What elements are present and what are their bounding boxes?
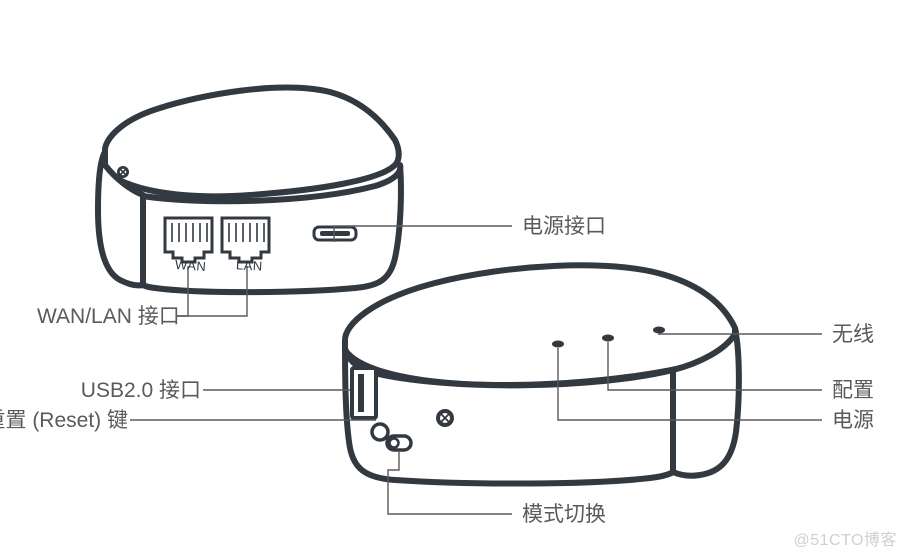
label-wireless: 无线 [832,324,874,345]
lan-text: LAN [236,257,264,273]
led-power [552,341,564,348]
label-reset: 重置 (Reset) 键 [0,410,128,431]
wan-port [165,218,212,262]
mode-switch-icon [387,436,411,450]
diagram-canvas: WAN LAN 电源接口 WAN/LAN 接口 USB2.0 接口 重置 (Re… [0,0,907,558]
front-screw [436,409,454,427]
label-mode-switch: 模式切换 [522,504,606,525]
label-config: 配置 [832,380,874,401]
reset-button-icon [372,424,388,440]
usb-port-icon [352,368,376,418]
led-config [602,335,614,342]
label-power-led: 电源 [832,410,874,431]
label-usb: USB2.0 接口 [78,380,201,401]
wan-text: WAN [175,257,207,274]
led-wireless [653,327,665,334]
label-power-port: 电源接口 [522,216,606,237]
lan-port [222,218,269,262]
power-port-icon [314,227,356,240]
watermark: @51CTO博客 [793,526,897,550]
label-wan-lan: WAN/LAN 接口 [37,306,174,327]
device-diagram [0,0,907,558]
